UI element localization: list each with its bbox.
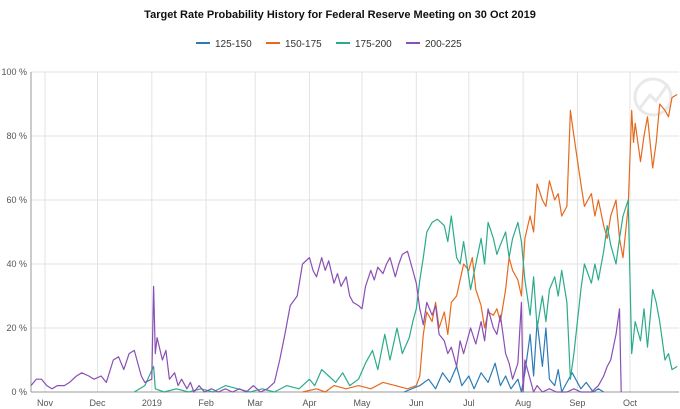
x-tick-label: 2019: [142, 398, 162, 408]
x-tick-label: Apr: [302, 398, 316, 408]
watermark-logo-icon: [633, 77, 673, 117]
y-tick-label: 60 %: [6, 195, 27, 205]
y-tick-label: 40 %: [6, 259, 27, 269]
chart-legend: 125-150 150-175 175-200 200-225: [196, 39, 462, 50]
series-line-175-200: [133, 199, 678, 393]
legend-item: 125-150: [196, 39, 252, 50]
chart-axes: Nov Dec 2019 Feb Mar Apr May Jun Jul Aug Sep Oct 0 %…: [1, 67, 679, 408]
y-tick-label: 100 %: [1, 67, 27, 77]
chart-title: Target Rate Probability History for Fede…: [144, 9, 536, 21]
x-tick-label: Sep: [569, 398, 585, 408]
series-line-125-150: [403, 321, 605, 393]
x-tick-label: Mar: [247, 398, 263, 408]
x-tick-label: Jul: [463, 398, 475, 408]
x-tick-label: Dec: [90, 398, 107, 408]
y-tick-label: 80 %: [6, 131, 27, 141]
x-tick-label: Nov: [37, 398, 54, 408]
series-line-150-175: [302, 93, 678, 393]
legend-item: 150-175: [266, 39, 322, 50]
x-tick-label: May: [353, 398, 371, 408]
x-tick-label: Aug: [515, 398, 531, 408]
x-tick-label: Feb: [198, 398, 214, 408]
chart-series: [30, 93, 678, 393]
chart-grid: [31, 71, 679, 393]
y-tick-label: 20 %: [6, 323, 27, 333]
legend-item: 175-200: [336, 39, 392, 50]
x-tick-label: Jun: [409, 398, 424, 408]
legend-label: 175-200: [355, 39, 392, 50]
legend-label: 200-225: [425, 39, 462, 50]
series-line-200-225: [30, 250, 622, 393]
legend-label: 125-150: [215, 39, 252, 50]
legend-label: 150-175: [285, 39, 322, 50]
legend-item: 200-225: [406, 39, 462, 50]
x-tick-label: Oct: [623, 398, 638, 408]
y-tick-label: 0 %: [11, 387, 27, 397]
